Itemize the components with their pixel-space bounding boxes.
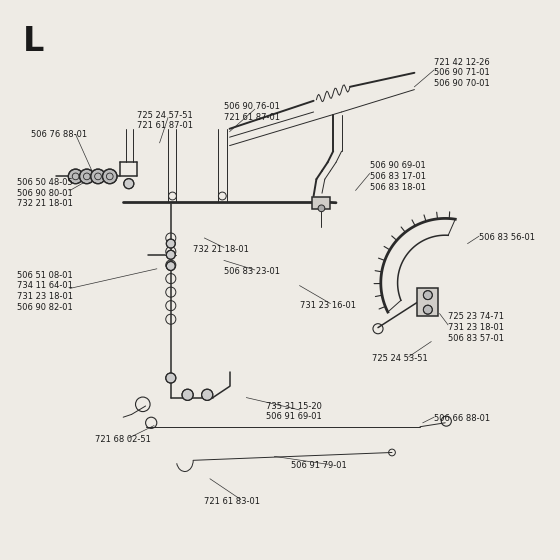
Bar [417,288,438,316]
Text: 506 83 23-01: 506 83 23-01 [224,267,280,276]
Text: 721 61 83-01: 721 61 83-01 [204,497,260,506]
Text: 721 68 02-51: 721 68 02-51 [95,435,151,444]
Text: 506 50 48-05
506 90 80-01
732 21 18-01: 506 50 48-05 506 90 80-01 732 21 18-01 [17,178,73,208]
Bar [312,197,330,209]
Text: 506 51 08-01
734 11 64-01
731 23 18-01
506 90 82-01: 506 51 08-01 734 11 64-01 731 23 18-01 5… [17,270,73,312]
Circle shape [166,250,175,259]
Text: 506 91 79-01: 506 91 79-01 [291,461,347,470]
Text: 732 21 18-01: 732 21 18-01 [193,245,249,254]
Circle shape [124,179,134,189]
Text: 725 23 74-71
731 23 18-01
506 83 57-01: 725 23 74-71 731 23 18-01 506 83 57-01 [448,312,504,343]
Circle shape [68,169,83,184]
Circle shape [91,169,105,184]
Circle shape [166,262,175,270]
Circle shape [423,305,432,314]
Text: 725 24 53-51: 725 24 53-51 [372,354,428,363]
Circle shape [423,291,432,300]
Text: 731 23 16-01: 731 23 16-01 [300,301,356,310]
Text: 506 66 88-01: 506 66 88-01 [434,414,490,423]
Circle shape [318,205,325,212]
Text: 506 76 88-01: 506 76 88-01 [31,130,87,139]
Circle shape [202,389,213,400]
Circle shape [182,389,193,400]
Circle shape [102,169,117,184]
Circle shape [80,169,94,184]
Text: 506 90 76-01
721 61 87-01: 506 90 76-01 721 61 87-01 [224,102,280,122]
Circle shape [166,373,176,383]
Text: 506 83 56-01: 506 83 56-01 [479,234,535,242]
Text: 725 24 57-51
721 61 87-01: 725 24 57-51 721 61 87-01 [137,110,193,130]
Text: 721 42 12-26
506 90 71-01
506 90 70-01: 721 42 12-26 506 90 71-01 506 90 70-01 [434,58,490,88]
Text: 506 90 69-01
506 83 17-01
506 83 18-01: 506 90 69-01 506 83 17-01 506 83 18-01 [370,161,426,192]
Text: 735 31 15-20
506 91 69-01: 735 31 15-20 506 91 69-01 [266,402,322,422]
Circle shape [166,239,175,248]
Text: L: L [22,25,44,58]
